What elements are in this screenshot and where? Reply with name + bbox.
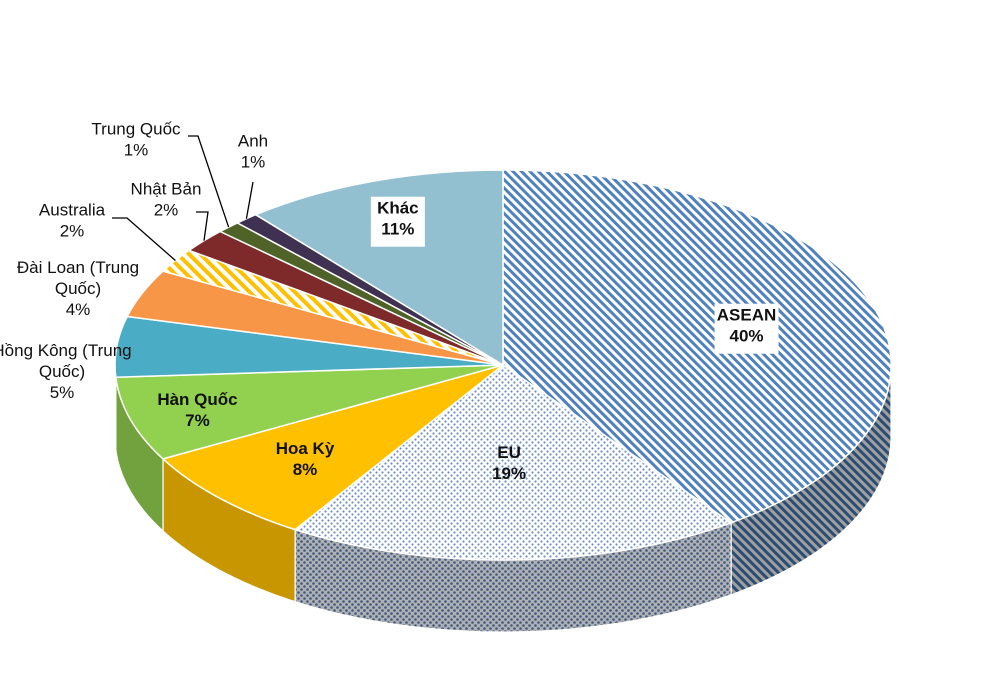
label-eu: EU 19% bbox=[492, 443, 526, 483]
slice-eu bbox=[293, 364, 733, 561]
label-australia: Australia 2% bbox=[39, 201, 106, 241]
label-australia-line: 2% bbox=[60, 222, 85, 241]
label-asean: ASEAN 40% bbox=[714, 303, 779, 354]
label-nhat-ban: Nhật Bản 2% bbox=[131, 180, 202, 220]
label-hoa-ky-line: Hoa Kỳ bbox=[276, 439, 335, 458]
label-khac: Khác 11% bbox=[370, 196, 425, 247]
pie-tops bbox=[114, 169, 892, 561]
label-han-quoc: Hàn Quốc 7% bbox=[157, 390, 237, 430]
label-asean-line: ASEAN bbox=[717, 306, 777, 325]
leader-line-trung-quoc bbox=[188, 135, 230, 228]
label-hong-kong-trung-quoc-line: 5% bbox=[50, 383, 75, 402]
leader-line-anh bbox=[245, 181, 254, 219]
slice-asean bbox=[502, 169, 892, 524]
label-australia-line: Australia bbox=[39, 201, 106, 220]
label-han-quoc-line: Hàn Quốc bbox=[157, 390, 237, 409]
label-eu-line: EU bbox=[497, 443, 521, 462]
label-hoa-ky-line: 8% bbox=[293, 460, 318, 479]
slice-labels: ASEAN 40% EU 19% Hoa Kỳ 8% Hàn Quốc 7% Hồng Kông… bbox=[0, 120, 779, 483]
slice-han-quoc bbox=[114, 364, 504, 460]
label-trung-quoc-line: 1% bbox=[124, 141, 149, 160]
label-dai-loan-trung-quoc: Đài Loan (Trung Quốc) 4% bbox=[17, 258, 139, 319]
label-anh: Anh 1% bbox=[238, 132, 268, 172]
label-dai-loan-trung-quoc-line: Quốc) bbox=[55, 279, 101, 298]
label-han-quoc-line: 7% bbox=[185, 411, 210, 430]
label-hong-kong-trung-quoc: Hồng Kông (Trung Quốc) 5% bbox=[0, 341, 132, 402]
label-dai-loan-trung-quoc-line: Đài Loan (Trung bbox=[17, 258, 139, 277]
leader-lines bbox=[112, 135, 254, 261]
label-trung-quoc: Trung Quốc 1% bbox=[91, 120, 181, 160]
pie-sides bbox=[114, 364, 892, 633]
label-dai-loan-trung-quoc-line: 4% bbox=[66, 300, 91, 319]
label-eu-line: 19% bbox=[492, 464, 526, 483]
label-hong-kong-trung-quoc-line: Hồng Kông (Trung bbox=[0, 341, 132, 360]
label-hoa-ky: Hoa Kỳ 8% bbox=[276, 439, 335, 479]
slice-khac bbox=[254, 169, 504, 367]
label-hong-kong-trung-quoc-line: Quốc) bbox=[39, 362, 85, 381]
label-trung-quoc-line: Trung Quốc bbox=[91, 120, 181, 139]
label-khac-line: 11% bbox=[381, 220, 414, 239]
label-anh-line: Anh bbox=[238, 132, 268, 151]
leader-line-australia bbox=[112, 217, 176, 261]
leader-line-nhat-ban bbox=[196, 211, 209, 241]
slice-hoa-ky bbox=[161, 364, 504, 531]
label-nhat-ban-line: Nhật Bản bbox=[131, 180, 202, 199]
label-nhat-ban-line: 2% bbox=[154, 201, 179, 220]
label-anh-line: 1% bbox=[241, 153, 266, 172]
label-khac-line: Khác bbox=[377, 199, 419, 218]
label-asean-line: 40% bbox=[730, 327, 764, 346]
